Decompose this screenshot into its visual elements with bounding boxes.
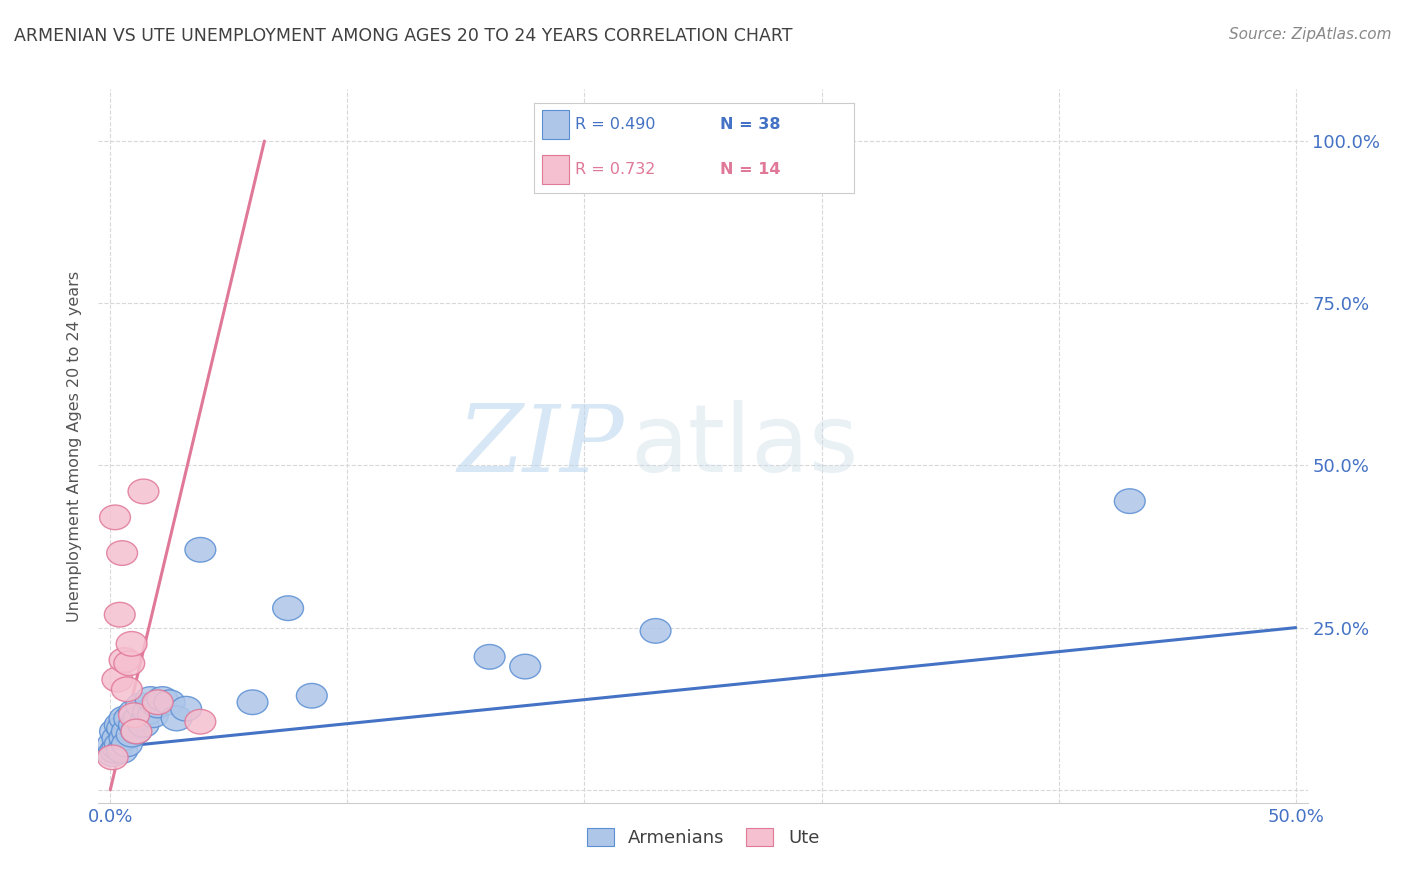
Ellipse shape — [97, 732, 128, 756]
Ellipse shape — [1115, 489, 1144, 514]
Ellipse shape — [148, 687, 177, 711]
Ellipse shape — [132, 699, 163, 724]
Ellipse shape — [100, 719, 131, 744]
Ellipse shape — [110, 725, 141, 750]
Ellipse shape — [118, 699, 149, 724]
Ellipse shape — [103, 667, 132, 692]
Ellipse shape — [118, 703, 149, 728]
Legend: Armenians, Ute: Armenians, Ute — [586, 829, 820, 847]
Ellipse shape — [104, 713, 135, 738]
Y-axis label: Unemployment Among Ages 20 to 24 years: Unemployment Among Ages 20 to 24 years — [67, 270, 83, 622]
Ellipse shape — [128, 479, 159, 504]
Ellipse shape — [186, 709, 215, 734]
Ellipse shape — [142, 693, 173, 718]
Ellipse shape — [100, 739, 131, 764]
Ellipse shape — [135, 687, 166, 711]
Ellipse shape — [155, 690, 186, 714]
Ellipse shape — [121, 719, 152, 744]
Ellipse shape — [128, 713, 159, 738]
Ellipse shape — [124, 706, 155, 731]
Text: Source: ZipAtlas.com: Source: ZipAtlas.com — [1229, 27, 1392, 42]
Ellipse shape — [117, 723, 148, 747]
Ellipse shape — [103, 725, 132, 750]
Ellipse shape — [640, 618, 671, 643]
Ellipse shape — [117, 632, 148, 657]
Ellipse shape — [111, 677, 142, 702]
Ellipse shape — [162, 706, 193, 731]
Ellipse shape — [111, 732, 142, 756]
Ellipse shape — [110, 706, 141, 731]
Ellipse shape — [111, 719, 142, 744]
Ellipse shape — [114, 706, 145, 731]
Ellipse shape — [142, 690, 173, 714]
Ellipse shape — [121, 719, 152, 744]
Ellipse shape — [125, 693, 156, 718]
Ellipse shape — [110, 648, 141, 673]
Ellipse shape — [474, 645, 505, 669]
Ellipse shape — [103, 735, 132, 760]
Ellipse shape — [170, 697, 201, 721]
Ellipse shape — [104, 732, 135, 756]
Ellipse shape — [510, 654, 540, 679]
Ellipse shape — [297, 683, 328, 708]
Ellipse shape — [114, 651, 145, 675]
Ellipse shape — [107, 739, 138, 764]
Ellipse shape — [107, 716, 138, 740]
Text: ARMENIAN VS UTE UNEMPLOYMENT AMONG AGES 20 TO 24 YEARS CORRELATION CHART: ARMENIAN VS UTE UNEMPLOYMENT AMONG AGES … — [14, 27, 793, 45]
Ellipse shape — [273, 596, 304, 621]
Ellipse shape — [138, 703, 169, 728]
Ellipse shape — [100, 505, 131, 530]
Ellipse shape — [118, 713, 149, 738]
Text: atlas: atlas — [630, 400, 859, 492]
Ellipse shape — [97, 745, 128, 770]
Ellipse shape — [186, 538, 215, 562]
Ellipse shape — [238, 690, 269, 714]
Ellipse shape — [104, 602, 135, 627]
Ellipse shape — [97, 742, 128, 766]
Ellipse shape — [107, 541, 138, 566]
Text: ZIP: ZIP — [458, 401, 624, 491]
